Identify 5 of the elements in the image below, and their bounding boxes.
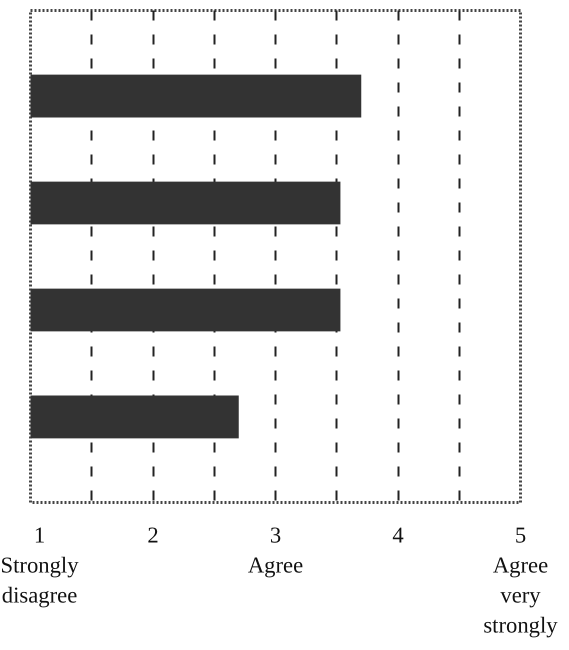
x-tick-label: 5 Agree very strongly bbox=[483, 522, 558, 638]
x-tick-label: 4 bbox=[392, 522, 404, 548]
x-tick-label: 2 bbox=[147, 522, 159, 548]
x-tick-label: 3 Agree bbox=[248, 522, 304, 578]
x-tick-label: 1 Strongly disagree bbox=[0, 522, 80, 608]
